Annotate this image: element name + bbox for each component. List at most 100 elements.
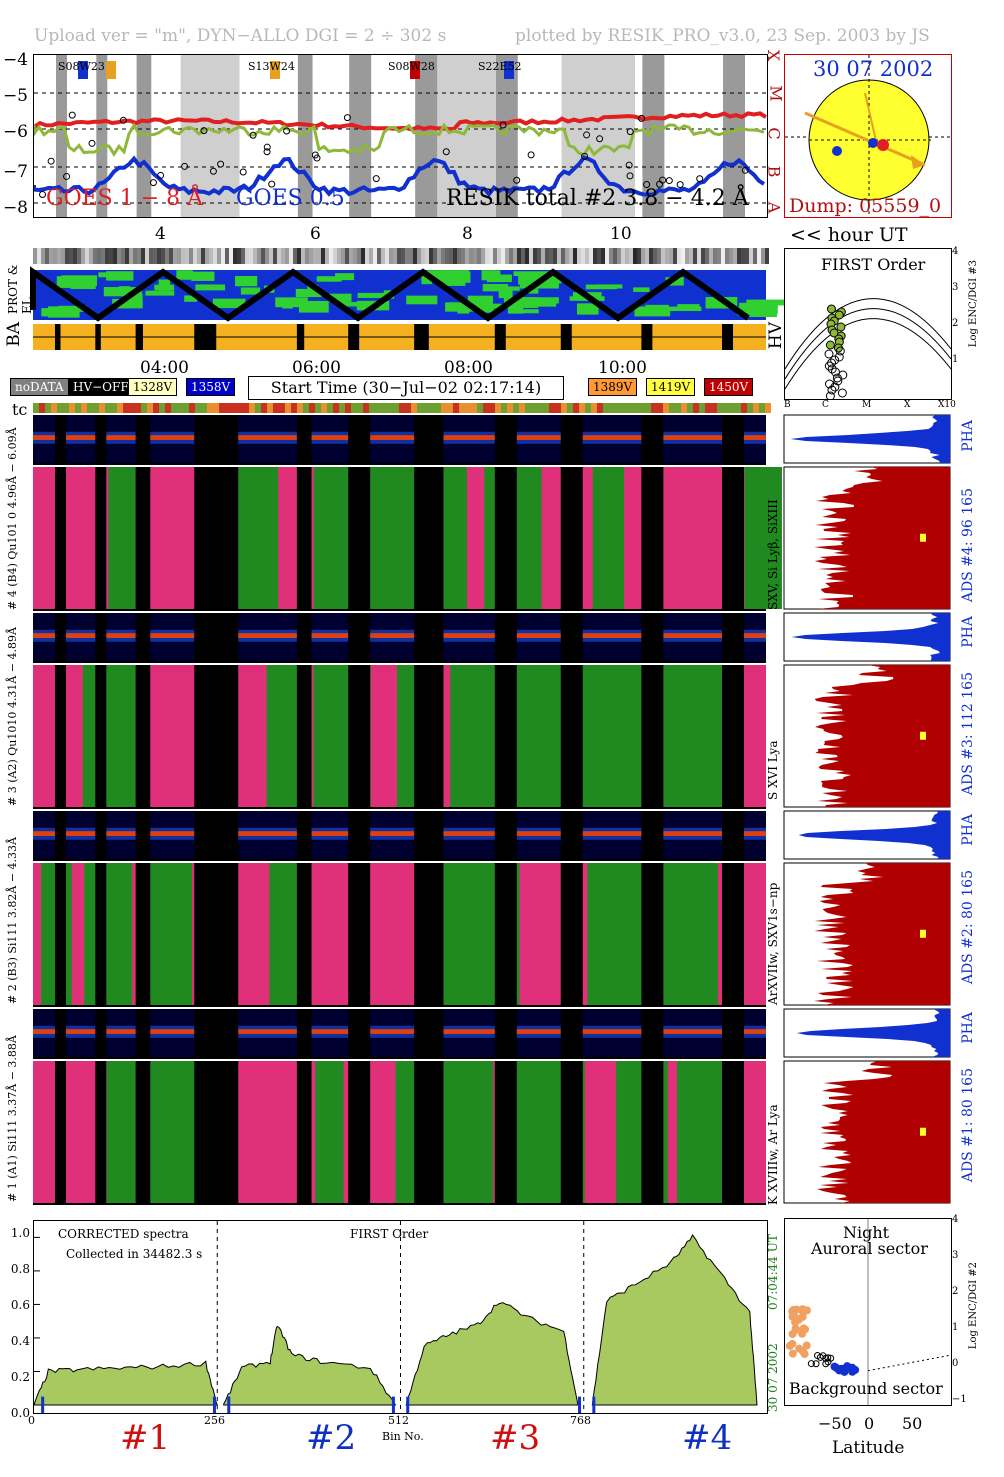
prot-band-patch xyxy=(427,270,448,282)
tc-cell xyxy=(273,403,279,413)
latitude-point-open xyxy=(822,1354,830,1362)
tc-cell xyxy=(387,403,393,413)
tc-cell xyxy=(141,403,147,413)
prot-el-strip-cell xyxy=(205,248,209,264)
spectrogram-gap xyxy=(194,863,239,1005)
tc-cell xyxy=(633,403,639,413)
spectrogram-gap xyxy=(414,415,444,463)
prot-band-patch xyxy=(503,297,539,308)
prot-el-strip-cell xyxy=(713,248,717,264)
prot-el-strip-cell xyxy=(501,248,505,264)
prot-el-strip-cell xyxy=(69,248,73,264)
spectrogram-gap xyxy=(722,415,745,463)
prot-el-strip-cell xyxy=(429,248,433,264)
lat-x-label: Latitude xyxy=(832,1438,905,1458)
prot-band-patch xyxy=(329,293,352,303)
goes-gap-band xyxy=(96,55,108,217)
spectra-order: FIRST Order xyxy=(350,1227,429,1241)
spectrogram-gap xyxy=(296,665,312,807)
tc-cell xyxy=(657,403,663,413)
prot-band-patch xyxy=(596,284,623,289)
goes-x-tick: 8 xyxy=(462,224,473,244)
goes-data-point xyxy=(268,180,276,188)
spectra-title: CORRECTED spectra xyxy=(58,1227,189,1241)
spectrogram-area xyxy=(33,415,782,1205)
spectrogram-gap xyxy=(296,1061,312,1203)
goes-data-point xyxy=(596,135,604,143)
goes-y-tick: −8 xyxy=(2,198,28,218)
pha-core xyxy=(33,435,766,440)
prot-el-strip-cell xyxy=(141,248,145,264)
prot-el-strip-cell xyxy=(265,248,269,264)
latitude-point-open xyxy=(816,1353,824,1361)
prot-el-strip-cell xyxy=(689,248,693,264)
band-panel xyxy=(30,248,785,352)
goes-data-point xyxy=(283,127,291,135)
prot-el-strip-cell xyxy=(617,248,621,264)
prot-el-strip-cell xyxy=(297,248,301,264)
prot-band-patch xyxy=(195,284,226,291)
prot-el-strip-cell xyxy=(345,248,349,264)
spectrogram-gap xyxy=(348,415,371,463)
goes-y-tick: −6 xyxy=(2,122,28,142)
tc-cell xyxy=(615,403,621,413)
prot-el-strip-cell xyxy=(481,248,485,264)
prot-el-strip-cell xyxy=(285,248,289,264)
spectrogram-gap xyxy=(54,613,66,661)
spectrogram-gap xyxy=(194,665,239,807)
prot-el-strip-cell xyxy=(365,248,369,264)
prot-band-patch xyxy=(406,295,438,305)
prot-el-strip-cell xyxy=(585,248,589,264)
tc-cell xyxy=(69,403,75,413)
spectra-blue-spike xyxy=(212,1396,216,1413)
spectra-date-vertical: 30 07 2002 xyxy=(766,1343,780,1412)
spectra-plot xyxy=(34,1221,758,1413)
prot-band-patch xyxy=(125,293,143,301)
tc-cell xyxy=(417,403,423,413)
ads-histogram xyxy=(817,1061,950,1203)
first-order-point xyxy=(825,340,835,350)
pha-label: PHA xyxy=(960,1012,976,1044)
spectrogram-gap xyxy=(95,415,107,463)
prot-el-strip-cell xyxy=(621,248,625,264)
spectrogram-gap xyxy=(641,613,664,661)
fo-y-tick: 3 xyxy=(952,282,959,293)
tc-cell xyxy=(639,403,645,413)
prot-band-patch xyxy=(421,274,433,285)
prot-el-strip-cell xyxy=(473,248,477,264)
lat-y-tick: 3 xyxy=(952,1250,959,1261)
ads-green-band xyxy=(592,467,625,609)
channel-left-label: # 3 (A2) Qu1010 4.31Å − 4.89Å xyxy=(6,627,19,806)
legend-nodata: noDATA xyxy=(10,378,69,396)
tc-cell xyxy=(237,403,243,413)
pha-histogram xyxy=(790,415,950,463)
spectra-x-tick: 768 xyxy=(570,1414,591,1427)
tc-cell xyxy=(45,403,51,413)
tc-cell xyxy=(309,403,315,413)
prot-el-strip-cell xyxy=(389,248,393,264)
spectrogram-gap xyxy=(494,467,517,609)
prot-el-strip-cell xyxy=(521,248,525,264)
goes-data-point xyxy=(311,151,319,159)
first-order-title: FIRST Order xyxy=(821,255,926,274)
prot-el-strip-cell xyxy=(717,248,721,264)
tc-cell xyxy=(39,403,45,413)
first-order-curve xyxy=(785,308,951,380)
prot-el-strip-cell xyxy=(165,248,169,264)
prot-el-strip-cell xyxy=(753,248,757,264)
fo-y-tick: 4 xyxy=(952,246,959,257)
prot-el-strip-cell xyxy=(81,248,85,264)
ads-marker xyxy=(920,533,926,542)
prot-el-strip-cell xyxy=(101,248,105,264)
fo-x-tick: M xyxy=(862,400,872,410)
lat-x-tick: 0 xyxy=(864,1414,875,1433)
tc-cell xyxy=(459,403,465,413)
class-letter: B xyxy=(764,165,784,178)
prot-el-strip-cell xyxy=(221,248,225,264)
tc-cell xyxy=(123,403,129,413)
ads-green-band xyxy=(451,1061,494,1203)
latitude-plot xyxy=(785,1219,951,1405)
prot-el-strip-cell xyxy=(337,248,341,264)
spectrogram-gap xyxy=(560,1009,583,1057)
prot-el-strip-cell xyxy=(557,248,561,264)
